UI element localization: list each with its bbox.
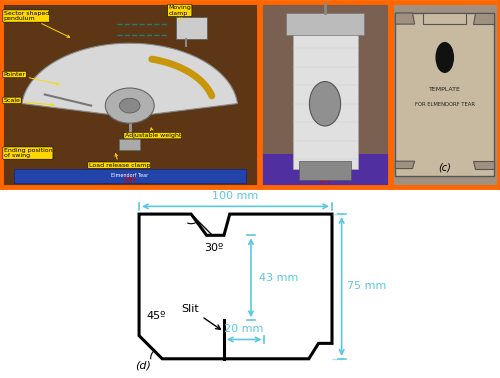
Bar <box>260 154 390 187</box>
Text: (d): (d) <box>135 360 151 370</box>
Bar <box>292 20 358 169</box>
Text: Pointer: Pointer <box>4 72 59 85</box>
Polygon shape <box>22 43 238 119</box>
Polygon shape <box>423 13 466 24</box>
Text: 100 mm: 100 mm <box>212 191 258 201</box>
Text: 75 mm: 75 mm <box>348 282 387 291</box>
Text: 30º: 30º <box>204 243 224 253</box>
Polygon shape <box>472 13 494 24</box>
Text: TEMPLATE: TEMPLATE <box>429 87 460 92</box>
Text: 43 mm: 43 mm <box>258 273 298 283</box>
Text: (a): (a) <box>123 174 136 183</box>
Polygon shape <box>396 13 414 24</box>
Polygon shape <box>139 214 332 359</box>
Circle shape <box>120 98 140 113</box>
Bar <box>14 169 245 183</box>
Circle shape <box>310 82 340 126</box>
Polygon shape <box>472 161 494 169</box>
Text: FOR ELMENDORF TEAR: FOR ELMENDORF TEAR <box>415 102 475 107</box>
Bar <box>176 17 207 39</box>
Text: Adjustable weight: Adjustable weight <box>124 128 181 138</box>
Text: Moving
clamp: Moving clamp <box>168 5 191 20</box>
Circle shape <box>106 88 154 123</box>
Text: Ending position
of swing: Ending position of swing <box>4 148 52 158</box>
Text: 45º: 45º <box>147 311 166 321</box>
Bar <box>396 13 494 176</box>
Text: Sector shaped
pendulum: Sector shaped pendulum <box>4 11 70 37</box>
Text: Scale: Scale <box>4 98 54 106</box>
Bar <box>286 13 364 35</box>
Text: Slit: Slit <box>182 304 220 329</box>
Text: (c): (c) <box>438 162 451 172</box>
Text: Load release clamp: Load release clamp <box>88 154 150 168</box>
Bar <box>299 161 351 180</box>
Circle shape <box>436 43 454 72</box>
Polygon shape <box>396 161 414 169</box>
Text: 20 mm: 20 mm <box>224 324 263 334</box>
Text: (b): (b) <box>318 174 332 183</box>
Bar <box>120 139 140 150</box>
Text: Elmendorf Tear: Elmendorf Tear <box>111 174 148 178</box>
